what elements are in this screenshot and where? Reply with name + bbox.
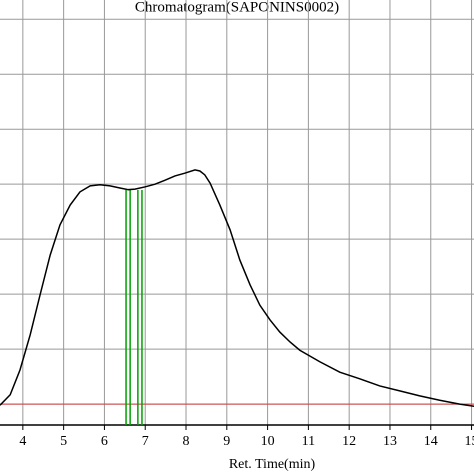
x-axis-label: Ret. Time(min) — [229, 457, 316, 472]
x-tick-label: 6 — [101, 434, 108, 449]
x-tick-label: 13 — [383, 434, 397, 449]
x-tick-label: 15 — [465, 434, 474, 449]
x-tick-label: 11 — [302, 434, 315, 449]
x-tick-label: 10 — [261, 434, 275, 449]
x-tick-label: 9 — [223, 434, 230, 449]
x-tick-label: 8 — [183, 434, 190, 449]
x-tick-label: 5 — [60, 434, 67, 449]
chromatogram-line — [0, 169, 474, 408]
x-tick-label: 12 — [342, 434, 356, 449]
x-tick-label: 4 — [19, 434, 26, 449]
x-tick-label: 14 — [424, 434, 438, 449]
x-tick-label: 7 — [142, 434, 149, 449]
